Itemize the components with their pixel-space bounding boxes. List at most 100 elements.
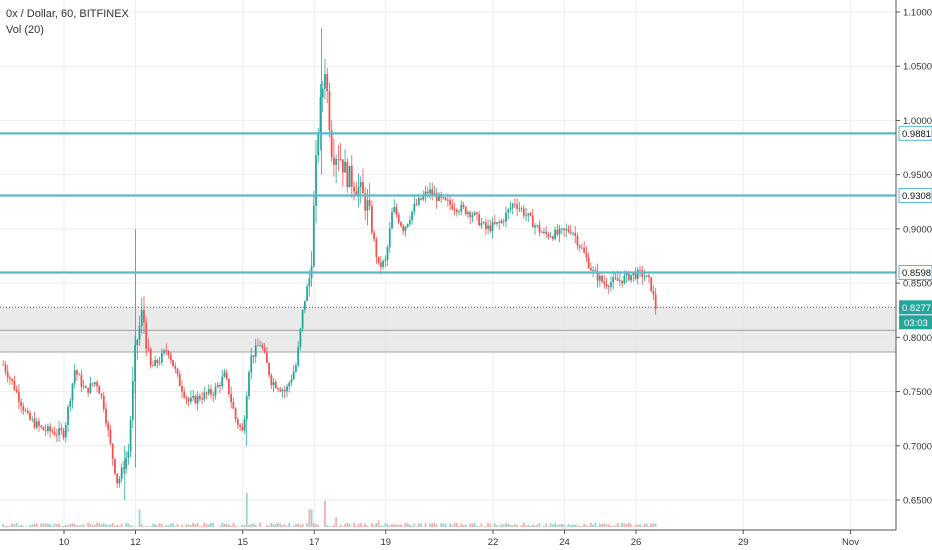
volume-bar <box>603 523 606 527</box>
volume-bar <box>413 523 416 527</box>
volume-bar <box>268 525 271 527</box>
volume-bar <box>536 524 539 527</box>
volume-bar <box>505 523 507 527</box>
grid-layer <box>0 0 896 530</box>
candles <box>2 28 657 500</box>
candle-body <box>534 225 536 228</box>
candle-body <box>373 232 376 240</box>
candle-body <box>471 215 474 217</box>
volume-bar <box>326 525 329 527</box>
candle-body <box>165 350 168 352</box>
candle-body <box>489 225 492 232</box>
volume-bar <box>89 524 92 527</box>
candle-body <box>96 382 98 387</box>
volume-bar <box>610 525 612 527</box>
candle-body <box>268 363 271 376</box>
candle-body <box>431 189 434 195</box>
candle-body <box>435 193 438 201</box>
volume-bar <box>551 524 554 527</box>
candle-body <box>295 365 297 372</box>
volume-bar <box>344 524 346 527</box>
volume-bar <box>102 523 105 527</box>
volume-bar <box>11 523 14 527</box>
volume-bar <box>429 523 431 527</box>
volume-bar <box>281 525 284 527</box>
candle-body <box>42 427 45 431</box>
volume-bar <box>652 523 655 527</box>
volume-bar <box>2 524 5 527</box>
candle-body <box>225 372 228 379</box>
candle-body <box>143 310 145 323</box>
candle-body <box>230 394 233 403</box>
volume-bar <box>53 523 56 527</box>
volume-bar <box>643 523 646 527</box>
candle-body <box>105 408 107 424</box>
volume-bar <box>433 522 436 527</box>
candle-body <box>415 203 418 205</box>
volume-bar <box>147 526 150 527</box>
candle-body <box>84 386 87 388</box>
volume-bar <box>230 525 233 527</box>
candle-body <box>420 198 422 200</box>
volume-bar <box>556 524 559 527</box>
candle-body <box>355 191 358 195</box>
candle-body <box>131 381 134 420</box>
candle-body <box>554 229 557 239</box>
volume-bar <box>163 526 165 527</box>
candle-body <box>330 130 333 158</box>
candle-body <box>493 222 496 224</box>
volume-bar <box>449 523 451 527</box>
volume-bar <box>91 524 94 527</box>
volume-indicator-label[interactable]: Vol (20) <box>6 24 44 36</box>
volume-bar <box>567 523 570 527</box>
volume-bar <box>614 525 617 527</box>
volume-bar <box>120 523 123 527</box>
volume-bar <box>87 522 90 527</box>
volume-bar <box>420 523 422 527</box>
candle-body <box>60 428 63 431</box>
candle-body <box>578 245 581 248</box>
volume-bar <box>547 526 550 527</box>
volume-bar <box>227 524 230 527</box>
candle-body <box>455 209 458 212</box>
candle-body <box>154 359 157 367</box>
candle-body <box>545 231 548 234</box>
volume-bar <box>534 525 536 527</box>
volume-bar <box>507 523 510 527</box>
candle-body <box>453 209 456 211</box>
volume-bar <box>543 525 545 527</box>
candle-body <box>442 197 445 199</box>
hline-tag <box>898 264 932 280</box>
candle-body <box>364 193 367 211</box>
volume-bar <box>292 525 295 527</box>
candle-body <box>152 365 154 367</box>
volume-bar <box>158 523 161 527</box>
candle-body <box>73 370 76 384</box>
candle-body <box>326 74 329 92</box>
volume-bar <box>277 522 279 527</box>
candle-body <box>603 281 606 284</box>
y-tick-label: 0.8000 <box>903 333 932 344</box>
candle-body <box>569 231 572 234</box>
candle-body <box>473 212 476 216</box>
candle-body <box>169 354 172 361</box>
hline-tag-label: 0.9881 <box>902 129 931 140</box>
candle-body <box>283 390 286 392</box>
candle-body <box>400 222 402 226</box>
volume-bar <box>388 525 391 527</box>
volume-bar <box>283 524 286 527</box>
candle-body <box>639 269 641 271</box>
candle-body <box>51 431 54 433</box>
volume-bar <box>654 523 657 527</box>
candle-body <box>623 275 626 284</box>
candle-body <box>422 195 425 200</box>
volume-bar <box>154 523 157 527</box>
candle-body <box>89 383 92 393</box>
candle-body <box>607 286 610 288</box>
volume-bar <box>569 525 572 527</box>
volume-bar <box>650 523 653 527</box>
candle-body <box>281 390 284 392</box>
candle-body <box>158 362 161 364</box>
